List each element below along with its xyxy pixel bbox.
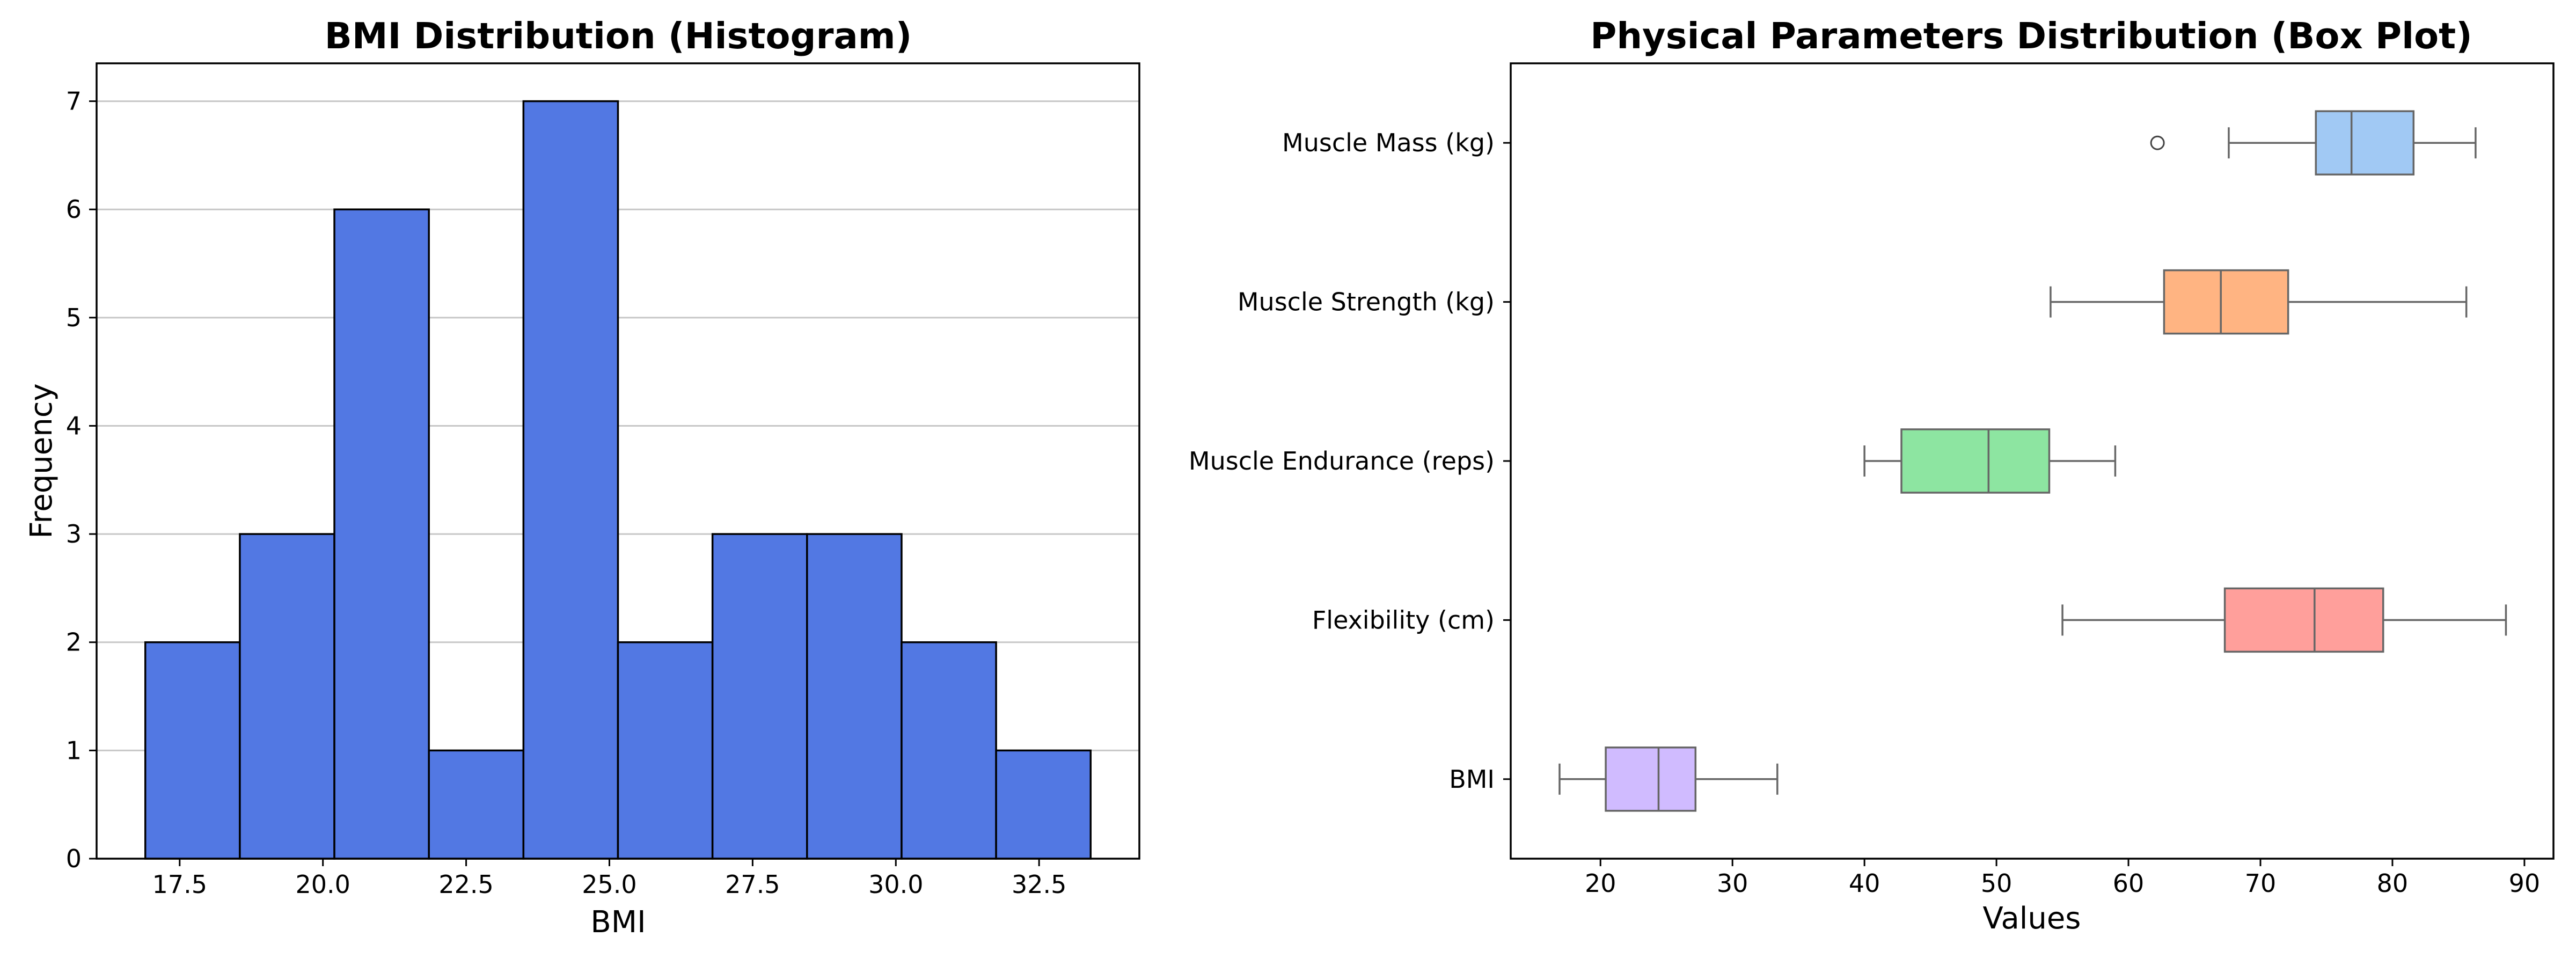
boxplot-box bbox=[2223, 587, 2384, 653]
histogram-bar bbox=[806, 533, 903, 860]
histogram-bars bbox=[144, 100, 1092, 860]
boxplot-item bbox=[2050, 269, 2468, 335]
histogram-y-tick-label: 0 bbox=[66, 844, 82, 873]
boxplot-item bbox=[1863, 428, 2117, 494]
boxplot-panel: Physical Parameters Distribution (Box Pl… bbox=[1189, 15, 2555, 936]
histogram-y-tick-label: 4 bbox=[66, 411, 82, 440]
boxplot-item bbox=[1558, 747, 1779, 812]
histogram-x-tick-label: 22.5 bbox=[438, 870, 493, 899]
histogram-x-tick-label: 30.0 bbox=[868, 870, 923, 899]
boxplot-category-labels: Muscle Mass (kg) Muscle Strength (kg) Musc… bbox=[1189, 128, 1511, 794]
histogram-x-tick-label: 17.5 bbox=[152, 870, 207, 899]
boxplot-boxes bbox=[1558, 110, 2507, 812]
boxplot-outlier bbox=[2150, 135, 2165, 150]
histogram-bar bbox=[333, 208, 430, 860]
histogram-bar bbox=[239, 533, 335, 860]
boxplot-x-ticks: 20 30 40 50 60 70 80 90 bbox=[1585, 859, 2540, 898]
boxplot-category-label: BMI bbox=[1449, 765, 1495, 794]
boxplot-category-label: Muscle Endurance (reps) bbox=[1189, 447, 1495, 475]
boxplot-x-tick-label: 60 bbox=[2113, 869, 2145, 898]
histogram-frame bbox=[96, 62, 1140, 860]
histogram-bar bbox=[995, 749, 1092, 860]
histogram-y-ticks: 0 1 2 3 4 5 6 7 bbox=[66, 87, 97, 873]
histogram-y-tick-label: 1 bbox=[66, 736, 82, 765]
boxplot-category-label: Muscle Strength (kg) bbox=[1238, 288, 1495, 317]
histogram-y-tick-label: 6 bbox=[66, 195, 82, 224]
boxplot-x-tick-label: 90 bbox=[2509, 869, 2541, 898]
histogram-y-tick-label: 5 bbox=[66, 303, 82, 332]
boxplot-item bbox=[2150, 110, 2477, 175]
boxplot-title: Physical Parameters Distribution (Box Pl… bbox=[1590, 15, 2472, 57]
histogram-bar bbox=[522, 100, 619, 860]
boxplot-x-tick-label: 50 bbox=[1981, 869, 2012, 898]
boxplot-x-axis-label: Values bbox=[1983, 901, 2081, 936]
boxplot-x-tick-label: 70 bbox=[2245, 869, 2277, 898]
histogram-bar bbox=[428, 749, 525, 860]
boxplot-x-tick-label: 80 bbox=[2377, 869, 2409, 898]
histogram-x-ticks: 17.5 20.0 22.5 25.0 27.5 30.0 32.5 bbox=[152, 859, 1066, 899]
boxplot-category-label: Muscle Mass (kg) bbox=[1282, 128, 1495, 157]
histogram-y-tick-label: 2 bbox=[66, 628, 82, 657]
boxplot-box bbox=[2163, 269, 2289, 335]
histogram-y-tick-label: 7 bbox=[66, 87, 82, 116]
histogram-y-tick-label: 3 bbox=[66, 519, 82, 548]
histogram-x-tick-label: 27.5 bbox=[725, 870, 780, 899]
histogram-bar bbox=[711, 533, 808, 860]
histogram-bar bbox=[144, 641, 241, 860]
histogram-panel: BMI Distribution (Histogram) 17.5 20.0 22.… bbox=[24, 15, 1140, 940]
boxplot-box bbox=[1605, 747, 1697, 812]
boxplot-item bbox=[2061, 587, 2507, 653]
boxplot-x-tick-label: 40 bbox=[1849, 869, 1880, 898]
histogram-x-tick-label: 20.0 bbox=[295, 870, 350, 899]
boxplot-box bbox=[1900, 428, 2051, 494]
histogram-y-axis-label: Frequency bbox=[24, 383, 59, 538]
boxplot-box bbox=[2315, 110, 2415, 175]
histogram-bar bbox=[617, 641, 714, 860]
histogram-title: BMI Distribution (Histogram) bbox=[325, 15, 912, 57]
boxplot-x-tick-label: 30 bbox=[1717, 869, 1748, 898]
boxplot-x-tick-label: 20 bbox=[1585, 869, 1616, 898]
histogram-bar bbox=[901, 641, 997, 860]
histogram-x-tick-label: 25.0 bbox=[582, 870, 636, 899]
histogram-x-axis-label: BMI bbox=[590, 905, 646, 940]
boxplot-category-label: Flexibility (cm) bbox=[1312, 605, 1495, 634]
histogram-x-tick-label: 32.5 bbox=[1012, 870, 1066, 899]
